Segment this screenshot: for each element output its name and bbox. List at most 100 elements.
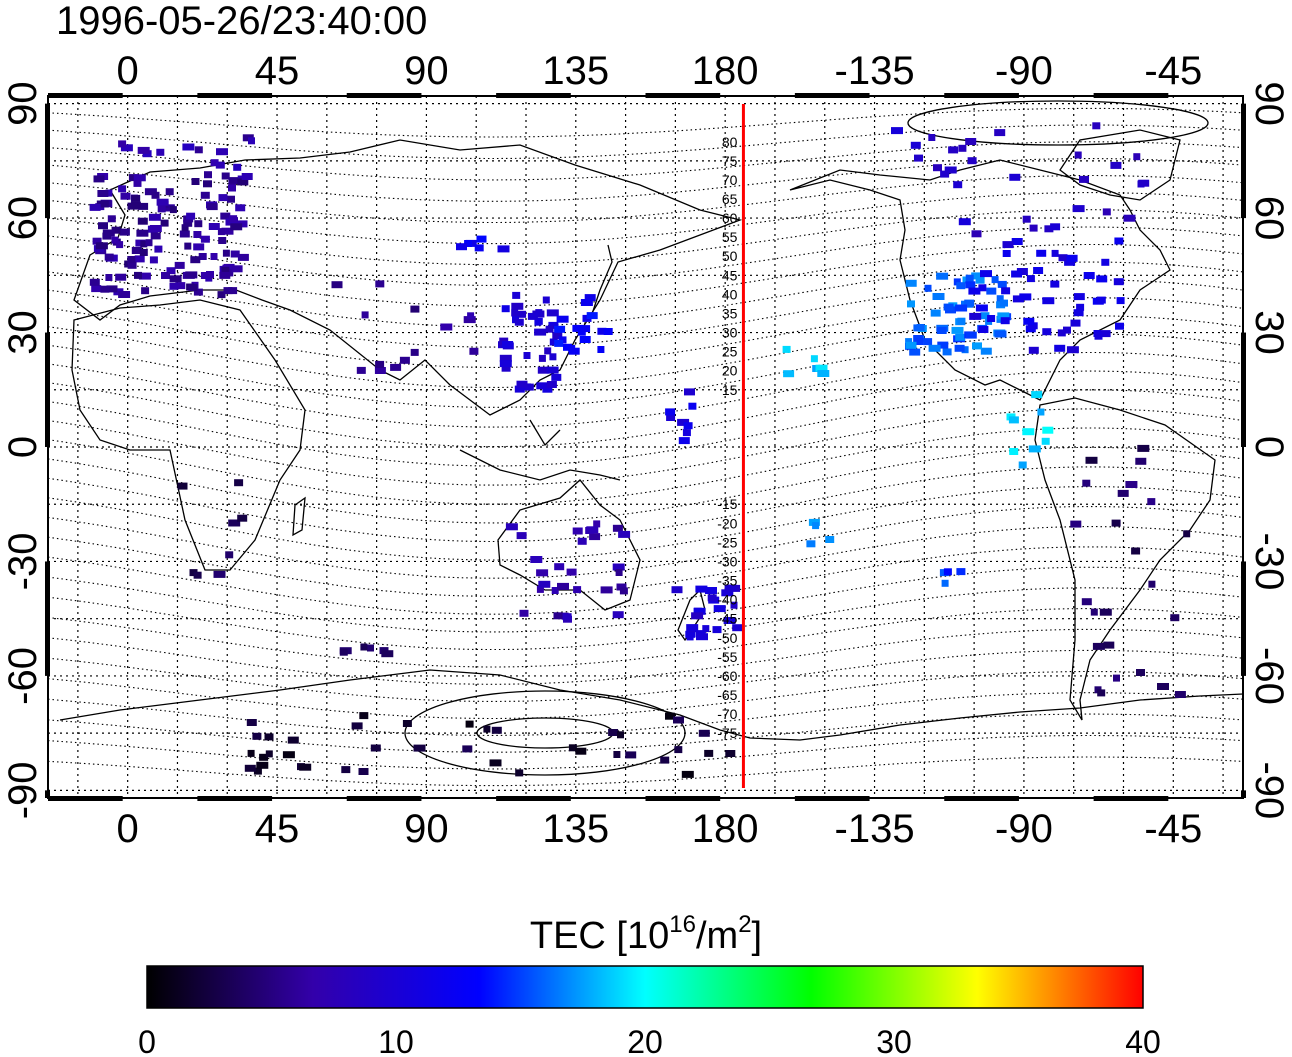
tec-point (131, 194, 141, 202)
lon-axis-top: 0 45 90 135 180 -135 -90 -45 (117, 49, 1203, 93)
tec-point (265, 750, 273, 758)
tec-point (810, 355, 818, 363)
tec-point (134, 271, 142, 279)
tec-point (1114, 237, 1124, 245)
tec-point (523, 352, 531, 359)
tec-point (613, 751, 621, 758)
tec-point (100, 285, 110, 293)
tec-point (169, 282, 179, 290)
tec-point (148, 213, 161, 221)
tec-point (721, 589, 734, 597)
tec-point (815, 364, 828, 372)
tec-point (954, 344, 965, 352)
contour-label: -25 (717, 534, 737, 550)
tec-observation-points (89, 122, 1191, 778)
tec-point (136, 229, 149, 237)
tec-point (1073, 309, 1084, 317)
tec-point (502, 341, 514, 348)
tec-point (169, 206, 177, 214)
tec-point (957, 317, 966, 325)
tec-point (150, 232, 161, 240)
tec-point (1102, 208, 1111, 216)
lat-tick-label-left: -60 (1, 647, 45, 705)
magnetic-pole-contour-south-outer (404, 690, 686, 776)
frame-bar (794, 93, 870, 98)
contour-label: 50 (722, 248, 738, 264)
tec-point (681, 770, 694, 778)
tec-point (144, 188, 157, 196)
tec-point (1051, 249, 1059, 257)
tec-point (1018, 461, 1027, 469)
tec-point (410, 305, 420, 313)
tec-point (194, 220, 203, 228)
tec-point (573, 586, 582, 594)
tec-point (916, 324, 925, 331)
tec-point (975, 304, 988, 312)
tec-point (233, 163, 242, 171)
magnetic-contour (48, 124, 1243, 160)
tec-point (978, 326, 989, 333)
tec-point (582, 325, 591, 333)
lon-tick-label-bottom: 0 (117, 807, 139, 851)
tec-point (1016, 268, 1028, 275)
tec-point (206, 203, 218, 211)
tec-point (1033, 267, 1044, 274)
colorbar-tick-label: 20 (627, 1024, 663, 1057)
tec-point (943, 303, 954, 311)
tec-point (111, 236, 119, 244)
tec-point (179, 230, 190, 238)
tec-point (612, 611, 624, 619)
tec-point (586, 312, 598, 320)
tec-point (1066, 254, 1078, 262)
tec-point (535, 309, 543, 317)
tec-point (566, 568, 577, 576)
tec-point (580, 299, 593, 306)
tec-point (1001, 287, 1011, 295)
contour-label: -70 (717, 706, 737, 722)
tec-point (994, 330, 1007, 338)
lon-tick-label-top: 45 (255, 49, 300, 93)
frame-bar (197, 93, 273, 98)
tec-point (89, 203, 101, 211)
tec-point (229, 215, 238, 223)
tec-point (134, 255, 145, 263)
tec-point (145, 239, 153, 247)
tec-point (980, 347, 992, 355)
tec-point (137, 146, 150, 154)
tec-point (549, 353, 557, 361)
map-timestamp: 1996-05-26/23:40:00 (56, 0, 427, 43)
tec-point (969, 312, 982, 320)
tec-point (730, 601, 738, 609)
tec-point (924, 284, 932, 292)
tec-point (511, 309, 519, 317)
magnetic-pole-contour-north (907, 100, 1209, 146)
frame-bar (794, 796, 870, 801)
tec-point (351, 722, 363, 730)
magnetic-contour (48, 546, 1243, 615)
tec-point (219, 271, 231, 279)
tec-point (174, 261, 185, 269)
tec-point (476, 235, 487, 243)
tec-point (489, 759, 502, 767)
tec-point (140, 240, 148, 248)
tec-point (210, 159, 219, 167)
tec-point (413, 744, 426, 752)
tec-point (1133, 153, 1141, 161)
tec-point (723, 617, 736, 624)
tec-point (1036, 249, 1047, 257)
tec-point (568, 347, 580, 355)
tec-point (141, 287, 150, 295)
tec-point (252, 732, 262, 740)
tec-point (462, 745, 473, 753)
tec-point (259, 753, 269, 761)
tec-point (593, 520, 601, 528)
tec-point (222, 249, 230, 257)
tec-point (156, 198, 169, 206)
contour-label: 70 (722, 172, 738, 188)
tec-point (1023, 317, 1035, 325)
contour-label: -40 (717, 592, 737, 608)
magnetic-contour (48, 389, 1243, 467)
tec-point (527, 312, 538, 320)
tec-point (678, 437, 690, 445)
contour-label: -55 (717, 649, 737, 665)
